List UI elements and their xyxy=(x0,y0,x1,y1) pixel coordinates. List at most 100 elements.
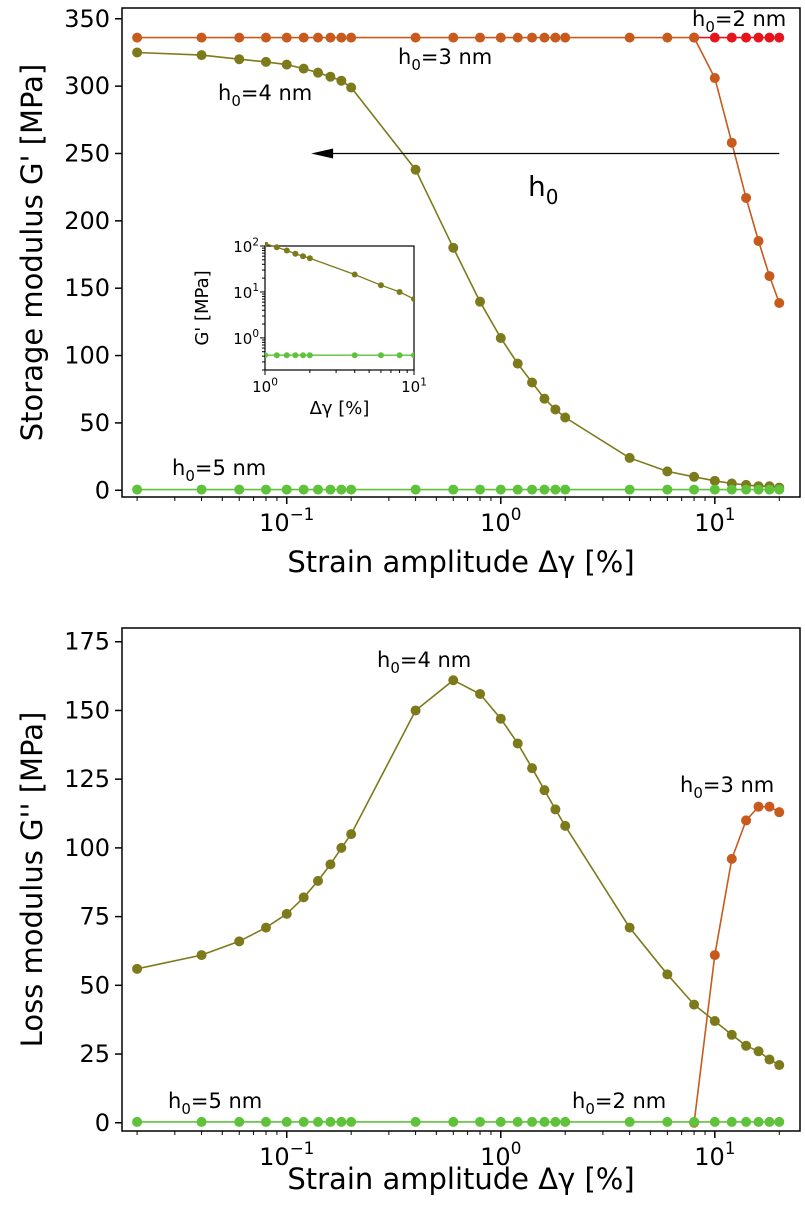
y-axis-label: Loss modulus G'' [MPa] xyxy=(15,712,49,1048)
data-point-h5 xyxy=(448,484,459,495)
series-h4 xyxy=(132,675,785,1071)
data-point-h3 xyxy=(410,32,421,43)
series-line-h3 xyxy=(693,805,780,1123)
data-point-h4 xyxy=(550,404,561,415)
y-tick-label: 0 xyxy=(95,476,110,504)
data-point-h3 xyxy=(298,32,309,43)
series-line-h4 xyxy=(137,51,780,489)
data-point-h5 xyxy=(764,484,775,495)
data-point-h3 xyxy=(753,236,764,247)
data-point-h4 xyxy=(527,763,538,774)
y-tick-label: 150 xyxy=(64,274,110,302)
data-point-h4 xyxy=(624,922,635,933)
data-point-h4 xyxy=(560,412,571,423)
data-point-h5 xyxy=(273,352,280,359)
data-point-h4 xyxy=(764,1054,775,1065)
data-point-h4 xyxy=(709,1016,720,1027)
x-axis-label: Strain amplitude Δγ [%] xyxy=(287,1162,634,1196)
y-tick-label: 75 xyxy=(79,903,110,931)
data-point-h5 xyxy=(260,484,271,495)
annotation-h5: h0=5 nm xyxy=(168,1089,262,1118)
data-point-h4 xyxy=(132,47,143,58)
data-point-h5 xyxy=(306,352,313,359)
loss-modulus-chart: 0 25 50 75 100 125 150 175 10−1 100 101 Strain ampl… xyxy=(15,627,801,1196)
data-point-h4 xyxy=(396,288,403,295)
y-axis: 0 50 100 150 200 250 300 350 xyxy=(64,5,122,504)
series-line-h4 xyxy=(136,679,780,1066)
data-point-h5 xyxy=(662,484,673,495)
annotation-h4: h0=4 nm xyxy=(377,648,471,677)
data-point-h4 xyxy=(196,50,207,61)
inset-y-tick-label: 101 xyxy=(233,282,259,302)
data-point-h3 xyxy=(764,271,775,282)
data-point-h5 xyxy=(774,1116,785,1127)
data-point-h5 xyxy=(234,484,245,495)
data-point-h4 xyxy=(539,393,550,404)
data-point-h4 xyxy=(336,75,347,86)
inset-x-tick-label: 100 xyxy=(252,376,278,396)
data-point-h5 xyxy=(336,1116,347,1127)
data-point-h2 xyxy=(774,32,785,43)
data-point-h5 xyxy=(495,1116,506,1127)
data-point-h4 xyxy=(512,738,523,749)
data-point-h4 xyxy=(539,785,550,796)
data-point-h4 xyxy=(410,705,421,716)
y-tick-label: 100 xyxy=(64,834,110,862)
data-point-h3 xyxy=(325,32,336,43)
data-point-h3 xyxy=(336,32,347,43)
data-point-h5 xyxy=(709,1116,720,1127)
series-h3 xyxy=(689,801,785,1128)
data-point-h4 xyxy=(325,71,336,82)
inset-chart: 100 101 102 100 101 Δγ [%] G' [MPa] xyxy=(192,236,427,419)
data-point-h4 xyxy=(132,963,143,974)
data-point-h5 xyxy=(512,1116,523,1127)
data-point-h5 xyxy=(689,484,700,495)
data-point-h5 xyxy=(550,484,561,495)
y-tick-label: 0 xyxy=(95,1109,110,1137)
data-point-h4 xyxy=(336,842,347,853)
data-point-h3 xyxy=(560,32,571,43)
data-point-h5 xyxy=(539,484,550,495)
y-tick-label: 100 xyxy=(64,342,110,370)
annotation-h3: h0=3 nm xyxy=(680,773,774,802)
y-axis: 0 25 50 75 100 125 150 175 xyxy=(64,628,122,1137)
data-point-h4 xyxy=(741,1040,752,1051)
data-point-h5 xyxy=(689,1116,700,1127)
annotation-h3: h0=3 nm xyxy=(398,45,492,74)
data-point-h5 xyxy=(313,1116,324,1127)
data-point-h4 xyxy=(313,875,324,886)
data-point-h5 xyxy=(410,484,421,495)
data-point-h5 xyxy=(132,484,143,495)
data-point-h3 xyxy=(741,192,752,203)
data-point-h3 xyxy=(550,32,561,43)
y-tick-label: 200 xyxy=(64,207,110,235)
data-point-h4 xyxy=(260,922,271,933)
data-point-h5 xyxy=(325,1116,336,1127)
data-point-h5 xyxy=(741,1116,752,1127)
data-point-h5 xyxy=(726,484,737,495)
data-point-h4 xyxy=(662,466,673,477)
x-axis: 10−1 100 101 xyxy=(136,497,780,537)
data-point-h4 xyxy=(527,377,538,388)
data-point-h3 xyxy=(726,853,737,864)
data-point-h4 xyxy=(281,908,292,919)
annotation-h2: h0=2 nm xyxy=(692,7,786,36)
data-point-h4 xyxy=(512,358,523,369)
y-tick-label: 300 xyxy=(64,72,110,100)
data-point-h5 xyxy=(196,484,207,495)
annotation-h2: h0=2 nm xyxy=(572,1089,666,1118)
data-point-h5 xyxy=(741,484,752,495)
data-point-h4 xyxy=(411,296,414,303)
data-point-h5 xyxy=(527,484,538,495)
data-point-h4 xyxy=(495,333,506,344)
data-point-h3 xyxy=(624,32,635,43)
data-point-h5 xyxy=(281,484,292,495)
plot-frame xyxy=(121,7,801,498)
data-point-h3 xyxy=(313,32,324,43)
data-point-h3 xyxy=(196,32,207,43)
data-point-h5 xyxy=(495,484,506,495)
data-point-h5 xyxy=(560,1116,571,1127)
data-point-h2 xyxy=(741,32,752,43)
data-point-h5 xyxy=(313,484,324,495)
